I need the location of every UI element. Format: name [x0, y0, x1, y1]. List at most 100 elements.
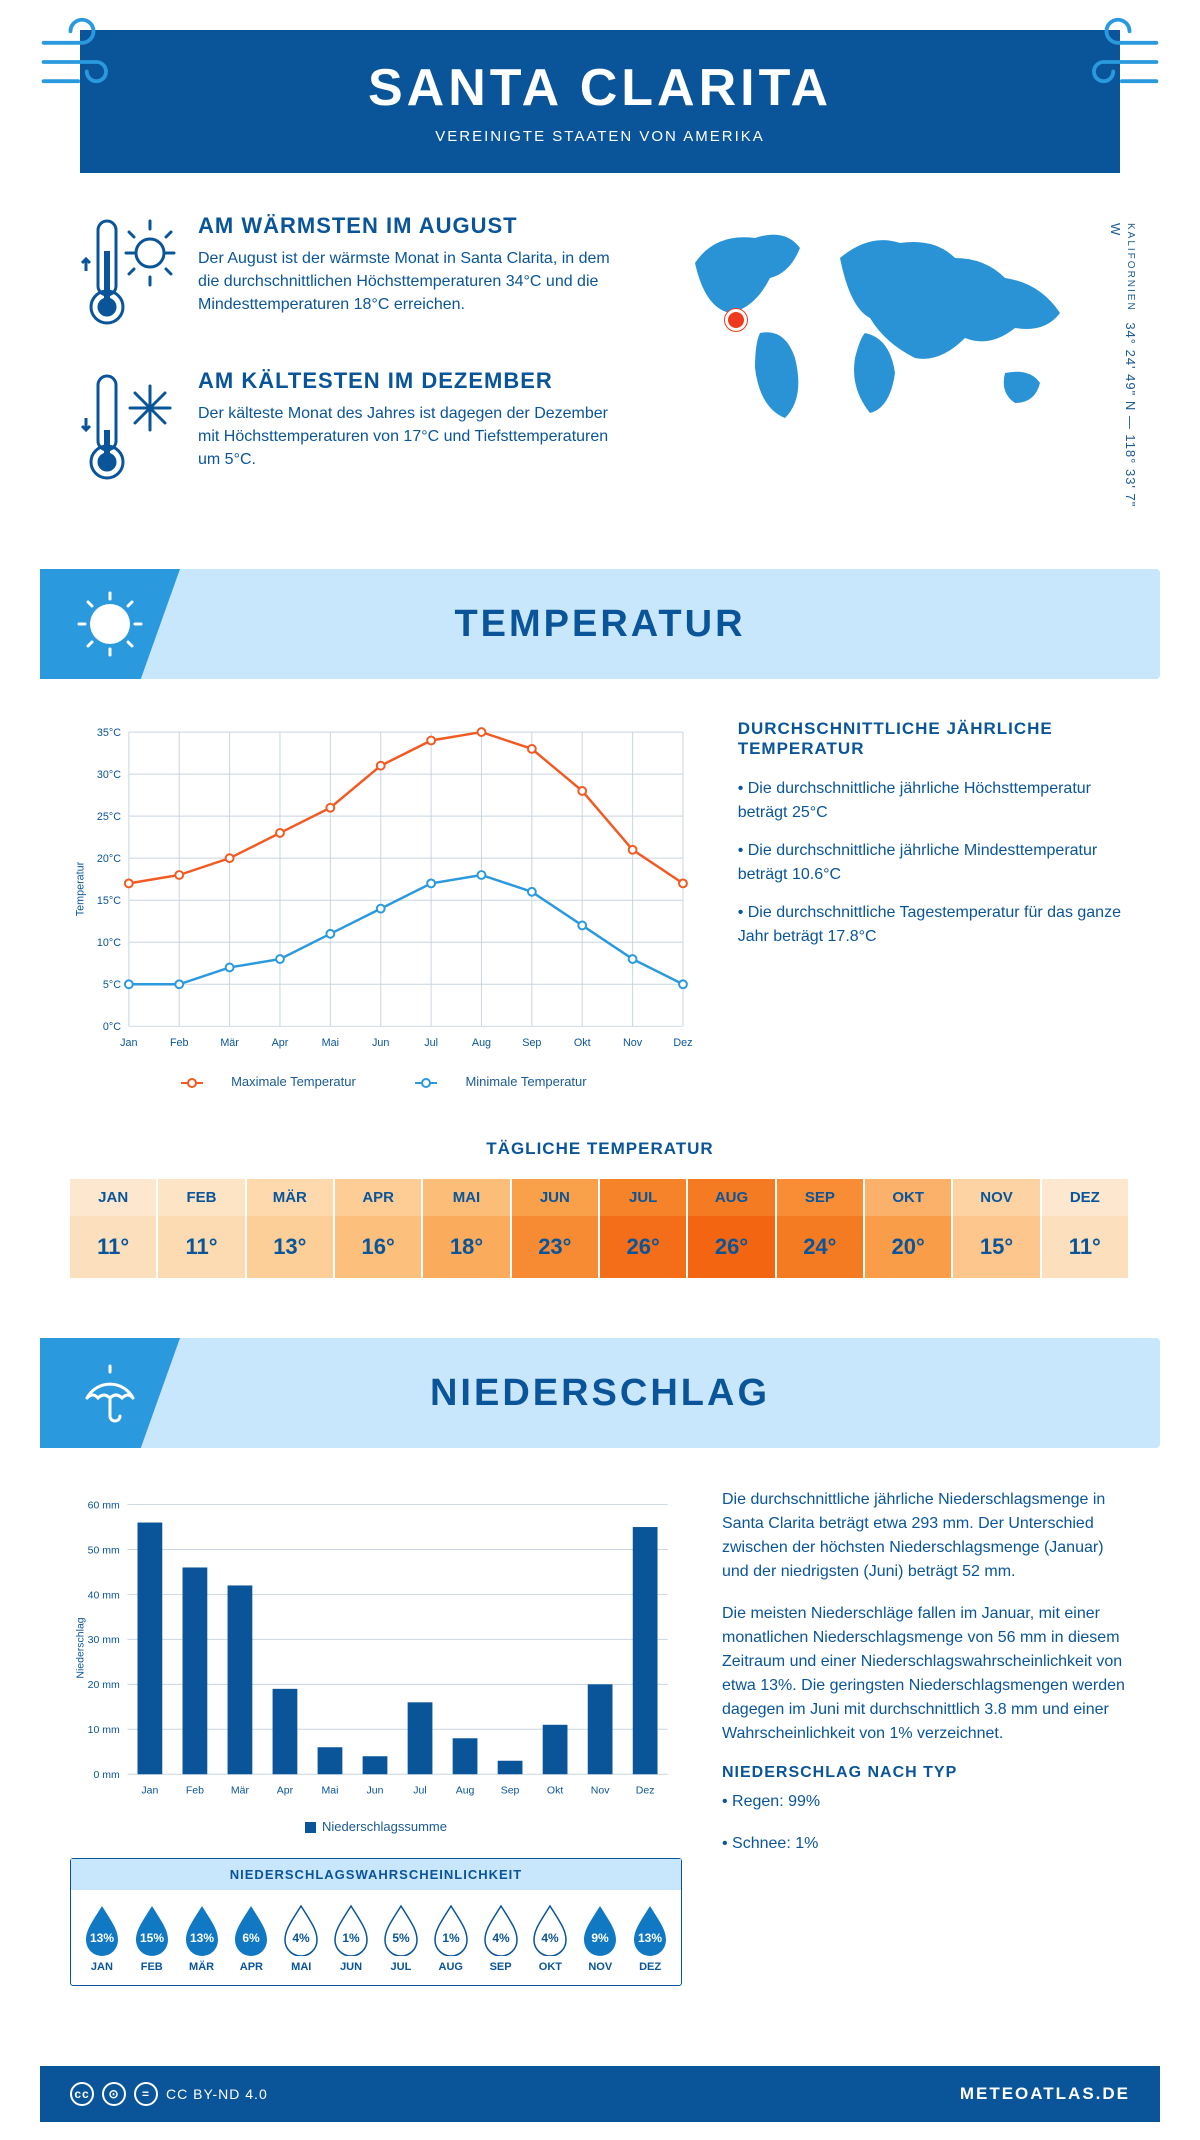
dt-header: APR	[335, 1179, 423, 1216]
svg-text:4%: 4%	[542, 1931, 560, 1945]
temp-side-title: DURCHSCHNITTLICHE JÄHRLICHE TEMPERATUR	[738, 719, 1130, 759]
svg-text:13%: 13%	[638, 1931, 662, 1945]
svg-text:15°C: 15°C	[97, 895, 121, 907]
wind-deco-right	[1070, 12, 1166, 117]
svg-text:Nov: Nov	[623, 1037, 643, 1049]
prob-drop: 13%DEZ	[625, 1904, 675, 1973]
svg-text:Sep: Sep	[501, 1784, 520, 1796]
dt-value: 16°	[335, 1216, 423, 1278]
svg-text:Aug: Aug	[456, 1784, 475, 1796]
dt-header: JAN	[70, 1179, 158, 1216]
svg-text:Temperatur: Temperatur	[75, 861, 87, 916]
dt-value: 13°	[247, 1216, 335, 1278]
svg-text:Jun: Jun	[367, 1784, 384, 1796]
dt-header: JUL	[600, 1179, 688, 1216]
brand-label: METEOATLAS.DE	[960, 2084, 1130, 2104]
svg-text:Apr: Apr	[272, 1037, 289, 1049]
svg-text:Jan: Jan	[141, 1784, 158, 1796]
coords-label: KALIFORNIEN 34° 24' 49" N — 118° 33' 7" …	[1108, 223, 1138, 523]
svg-text:Jul: Jul	[413, 1784, 426, 1796]
precip-type-title: NIEDERSCHLAG NACH TYP	[722, 1764, 1130, 1782]
world-map	[665, 213, 1085, 433]
prob-drop: 1%JUN	[326, 1904, 376, 1973]
thermometer-sun-icon	[80, 213, 180, 338]
prob-drop: 15%FEB	[127, 1904, 177, 1973]
country-subtitle: VEREINIGTE STAATEN VON AMERIKA	[80, 128, 1120, 145]
svg-text:1%: 1%	[442, 1931, 460, 1945]
svg-text:0 mm: 0 mm	[93, 1769, 120, 1781]
temperature-summary: DURCHSCHNITTLICHE JÄHRLICHE TEMPERATUR •…	[738, 719, 1130, 1089]
city-title: SANTA CLARITA	[80, 58, 1120, 118]
precip-p2: Die meisten Niederschläge fallen im Janu…	[722, 1602, 1130, 1746]
license-badge: cc⊙= CC BY-ND 4.0	[70, 2082, 268, 2106]
precip-p1: Die durchschnittliche jährliche Niedersc…	[722, 1488, 1130, 1584]
svg-text:Okt: Okt	[574, 1037, 591, 1049]
probability-box: NIEDERSCHLAGSWAHRSCHEINLICHKEIT 13%JAN15…	[70, 1858, 682, 1986]
sun-icon	[40, 569, 180, 679]
precipitation-summary: Die durchschnittliche jährliche Niedersc…	[722, 1488, 1130, 1986]
svg-text:30 mm: 30 mm	[88, 1634, 120, 1646]
coldest-title: AM KÄLTESTEN IM DEZEMBER	[198, 368, 625, 394]
temp-bullet: • Die durchschnittliche jährliche Mindes…	[738, 839, 1130, 887]
prob-drop: 4%MAI	[276, 1904, 326, 1973]
svg-text:20 mm: 20 mm	[88, 1679, 120, 1691]
precipitation-title: NIEDERSCHLAG	[430, 1372, 770, 1415]
dt-value: 11°	[70, 1216, 158, 1278]
temperature-banner: TEMPERATUR	[40, 569, 1160, 679]
dt-value: 11°	[158, 1216, 246, 1278]
wind-deco-left	[34, 12, 130, 117]
svg-text:Apr: Apr	[277, 1784, 294, 1796]
svg-text:Jul: Jul	[424, 1037, 438, 1049]
svg-text:5%: 5%	[392, 1931, 410, 1945]
prob-drop: 13%JAN	[77, 1904, 127, 1973]
svg-text:1%: 1%	[342, 1931, 360, 1945]
svg-text:4%: 4%	[492, 1931, 510, 1945]
svg-text:Jun: Jun	[372, 1037, 389, 1049]
prob-drop: 4%OKT	[525, 1904, 575, 1973]
dt-value: 18°	[423, 1216, 511, 1278]
svg-text:60 mm: 60 mm	[88, 1499, 120, 1511]
dt-value: 20°	[865, 1216, 953, 1278]
coldest-block: AM KÄLTESTEN IM DEZEMBER Der kälteste Mo…	[80, 368, 625, 493]
prob-drop: 13%MÄR	[177, 1904, 227, 1973]
precipitation-banner: NIEDERSCHLAG	[40, 1338, 1160, 1448]
svg-text:Nov: Nov	[591, 1784, 610, 1796]
temp-legend: Maximale Temperatur Minimale Temperatur	[70, 1074, 698, 1089]
dt-header: JUN	[512, 1179, 600, 1216]
svg-text:Okt: Okt	[547, 1784, 563, 1796]
dt-value: 23°	[512, 1216, 600, 1278]
dt-header: MAI	[423, 1179, 511, 1216]
svg-text:Mai: Mai	[322, 1784, 339, 1796]
svg-text:Mär: Mär	[231, 1784, 250, 1796]
svg-text:Dez: Dez	[673, 1037, 692, 1049]
svg-text:30°C: 30°C	[97, 769, 121, 781]
dt-value: 24°	[777, 1216, 865, 1278]
svg-text:Aug: Aug	[472, 1037, 491, 1049]
warmest-text: Der August ist der wärmste Monat in Sant…	[198, 247, 625, 317]
umbrella-icon	[40, 1338, 180, 1448]
dt-header: AUG	[688, 1179, 776, 1216]
dt-value: 11°	[1042, 1216, 1130, 1278]
svg-text:Niederschlag: Niederschlag	[74, 1617, 86, 1678]
svg-text:Sep: Sep	[522, 1037, 541, 1049]
svg-text:40 mm: 40 mm	[88, 1589, 120, 1601]
svg-text:20°C: 20°C	[97, 853, 121, 865]
dt-header: FEB	[158, 1179, 246, 1216]
dt-header: OKT	[865, 1179, 953, 1216]
svg-text:10°C: 10°C	[97, 937, 121, 949]
temperature-title: TEMPERATUR	[454, 603, 745, 646]
dt-header: SEP	[777, 1179, 865, 1216]
svg-text:0°C: 0°C	[103, 1021, 121, 1033]
prob-drop: 9%NOV	[575, 1904, 625, 1973]
svg-text:10 mm: 10 mm	[88, 1724, 120, 1736]
precip-legend: Niederschlagssumme	[70, 1819, 682, 1834]
precip-type-snow: • Schnee: 1%	[722, 1832, 1130, 1856]
svg-text:4%: 4%	[293, 1931, 311, 1945]
svg-text:Dez: Dez	[636, 1784, 655, 1796]
svg-text:6%: 6%	[243, 1931, 261, 1945]
header-band: SANTA CLARITA VEREINIGTE STAATEN VON AME…	[80, 30, 1120, 173]
probability-title: NIEDERSCHLAGSWAHRSCHEINLICHKEIT	[71, 1859, 681, 1890]
precipitation-chart: 0 mm10 mm20 mm30 mm40 mm50 mm60 mmJanFeb…	[70, 1488, 682, 1834]
svg-text:50 mm: 50 mm	[88, 1544, 120, 1556]
svg-text:35°C: 35°C	[97, 727, 121, 739]
